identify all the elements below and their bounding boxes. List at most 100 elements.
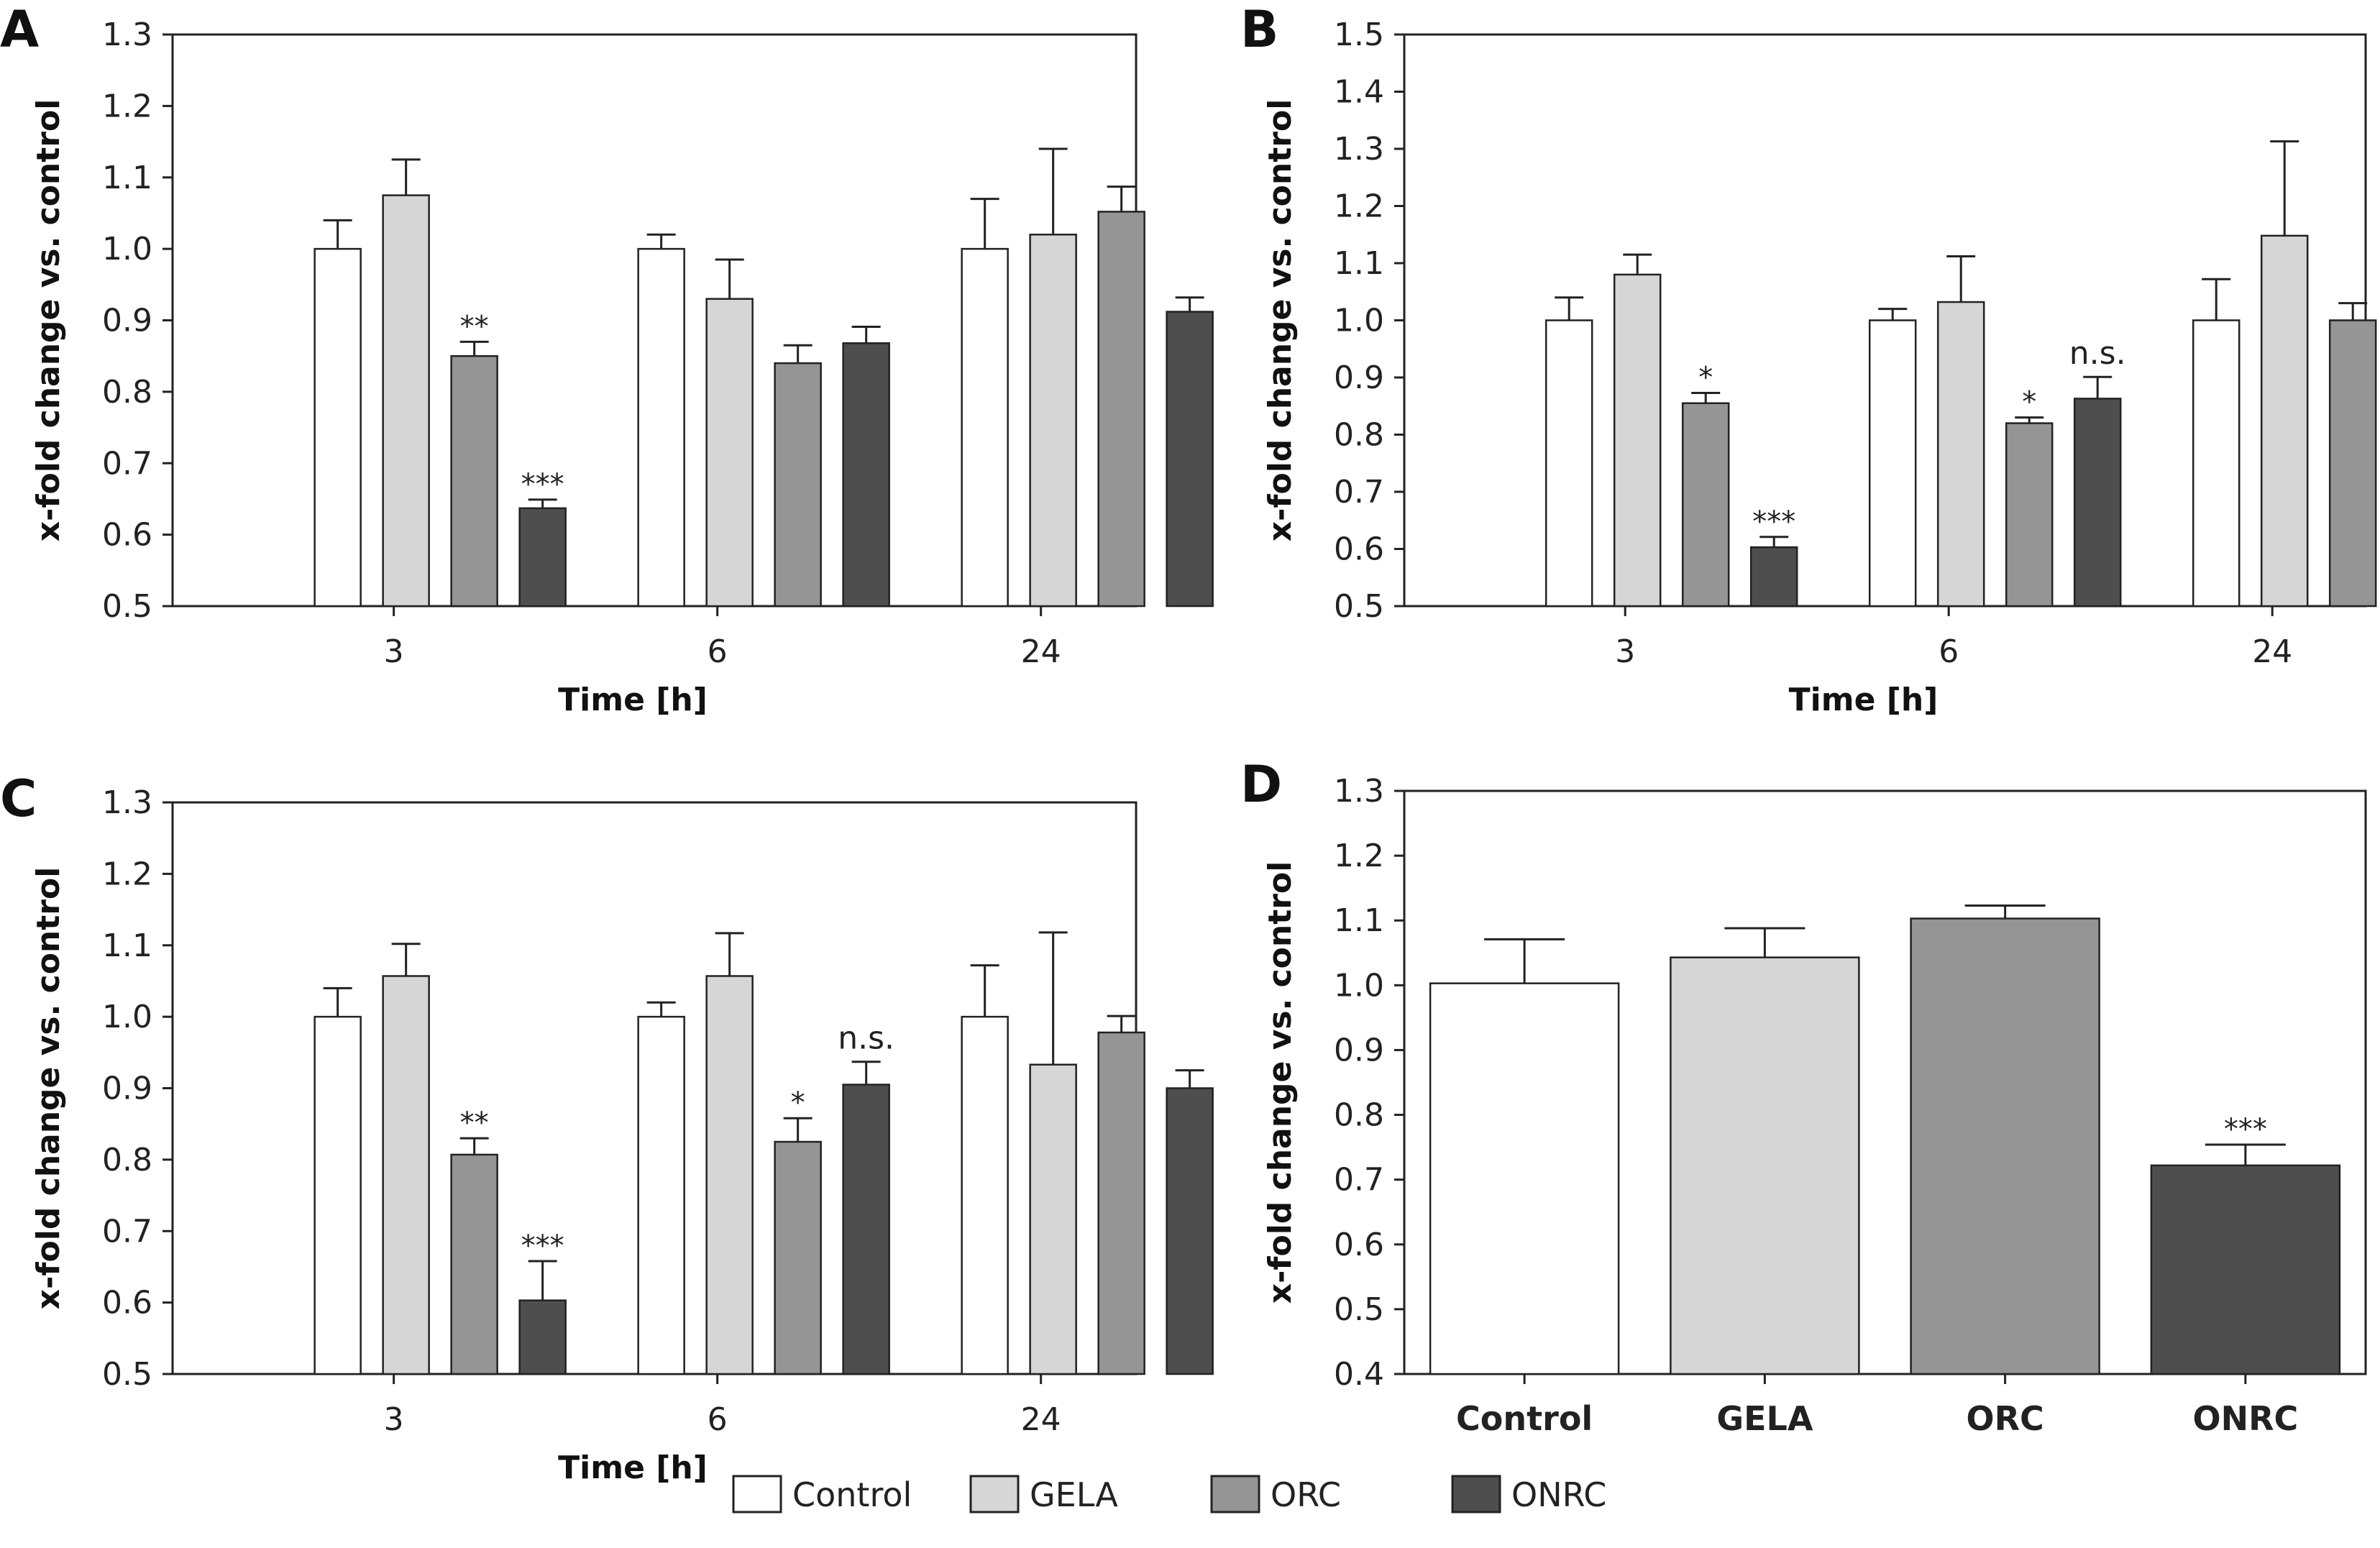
y-tick-label: 0.9 (1334, 1032, 1384, 1068)
legend-swatch (969, 1475, 1020, 1513)
x-axis-label: Time [h] (558, 1449, 708, 1486)
bar (2150, 1164, 2341, 1375)
bar (1749, 546, 1798, 608)
x-tick-label: 3 (384, 633, 404, 670)
y-tick-label: 1.1 (1334, 245, 1384, 282)
y-tick-label: 1.2 (1334, 188, 1384, 225)
bar (1429, 982, 1620, 1375)
bar (961, 247, 1009, 608)
y-tick-label: 0.9 (102, 1071, 152, 1107)
bar (2073, 398, 2122, 608)
y-tick-label: 1.2 (1334, 838, 1384, 874)
y-tick-label: 0.7 (1334, 474, 1384, 510)
bar (1613, 273, 1662, 608)
bar (450, 1153, 498, 1375)
bar (2192, 319, 2241, 608)
significance-label: *** (521, 1229, 564, 1263)
legend-label: ORC (1271, 1475, 1341, 1514)
y-tick-label: 1.5 (1334, 17, 1384, 53)
bar (774, 362, 822, 608)
bar (1097, 211, 1145, 608)
chart-panels: A 0.5 0.6 0.7 0.8 0.9 1.0 1.1 1.2 1.3 x-fold chang… (0, 0, 2377, 1486)
y-tick-label: 0.9 (1334, 359, 1384, 396)
y-tick-label: 1.2 (102, 856, 152, 892)
bar (1670, 956, 1860, 1375)
bar (637, 1015, 685, 1375)
legend-swatch (1210, 1475, 1260, 1513)
bar (382, 194, 430, 608)
x-tick-label: 6 (708, 633, 728, 670)
bar (1166, 311, 1214, 608)
bar (518, 1299, 567, 1375)
y-tick-label: 1.3 (102, 784, 152, 821)
y-tick-label: 0.6 (1334, 1227, 1384, 1263)
y-tick-label: 0.7 (102, 1213, 152, 1250)
y-axis-label: x-fold change vs. control (30, 867, 67, 1310)
y-tick-label: 1.4 (1334, 74, 1384, 111)
bar (1097, 1031, 1145, 1375)
legend-item: ONRC (1451, 1475, 1606, 1514)
significance-label: *** (2224, 1113, 2267, 1146)
legend-swatch (1451, 1475, 1501, 1513)
y-tick-label: 1.3 (1334, 773, 1384, 810)
significance-label: n.s. (2069, 335, 2126, 372)
bar (705, 975, 754, 1375)
y-tick-label: 1.0 (1334, 967, 1384, 1004)
bar (961, 1015, 1009, 1375)
legend-item: Control (732, 1475, 912, 1514)
significance-label: ** (460, 1107, 489, 1140)
bar (1029, 1063, 1077, 1375)
y-tick-label: 1.1 (1334, 902, 1384, 939)
bar (313, 247, 362, 608)
y-tick-label: 0.6 (102, 1285, 152, 1322)
bar (1681, 402, 1730, 608)
x-tick-label: 24 (2252, 633, 2292, 670)
y-tick-label: 0.8 (102, 374, 152, 411)
y-tick-label: 1.0 (102, 231, 152, 267)
y-tick-label: 0.5 (1334, 1291, 1384, 1328)
y-tick-label: 1.3 (102, 17, 152, 53)
significance-label: *** (1752, 505, 1795, 539)
significance-label: * (791, 1086, 805, 1119)
y-tick-label: 1.0 (1334, 303, 1384, 339)
y-tick-label: 1.1 (102, 928, 152, 964)
legend-swatch (732, 1475, 782, 1513)
y-tick-label: 1.0 (102, 999, 152, 1035)
bar (313, 1015, 362, 1375)
legend-label: Control (792, 1475, 912, 1514)
bar (1910, 917, 2100, 1375)
panel-d: D 0.4 0.5 0.6 0.7 0.8 0.9 1.0 1.1 1.2 1.3 x-fold ch… (1240, 755, 2367, 1438)
legend: Control GELA ORC ONRC (732, 1475, 1606, 1514)
x-axis-label: Time [h] (1789, 682, 1939, 718)
x-tick-label: 6 (1939, 633, 1959, 670)
bar (518, 507, 567, 608)
y-tick-label: 0.8 (1334, 1097, 1384, 1134)
bar (1544, 319, 1593, 608)
legend-item: ORC (1210, 1475, 1341, 1514)
y-axis-label: x-fold change vs. control (1262, 861, 1299, 1304)
x-axis-label: Time [h] (558, 682, 708, 718)
y-tick-label: 1.3 (1334, 131, 1384, 168)
legend-label: GELA (1030, 1475, 1118, 1514)
significance-label: n.s. (838, 1020, 894, 1057)
bar (382, 975, 430, 1375)
y-axis-label: x-fold change vs. control (1262, 99, 1299, 542)
significance-label: * (2022, 386, 2036, 419)
bar (705, 298, 754, 608)
y-tick-label: 0.9 (102, 303, 152, 339)
panel-a: A 0.5 0.6 0.7 0.8 0.9 1.0 1.1 1.2 1.3 x-fold chang… (0, 0, 1214, 718)
x-tick-label: 3 (384, 1401, 404, 1438)
y-tick-label: 1.2 (102, 88, 152, 124)
bar (637, 247, 685, 608)
panel-c: C 0.5 0.6 0.7 0.8 0.9 1.0 1.1 1.2 1.3 x-fold chang… (0, 769, 1214, 1486)
bar (1166, 1087, 1214, 1375)
y-tick-label: 0.5 (102, 1356, 152, 1393)
panel-letter: B (1240, 0, 1278, 59)
panel-letter: D (1240, 755, 1282, 814)
panel-letter: A (0, 0, 39, 59)
plot-frame (1403, 789, 2367, 1375)
y-tick-label: 0.7 (102, 445, 152, 482)
x-tick-label: 24 (1021, 1401, 1061, 1438)
bar (2005, 422, 2054, 608)
